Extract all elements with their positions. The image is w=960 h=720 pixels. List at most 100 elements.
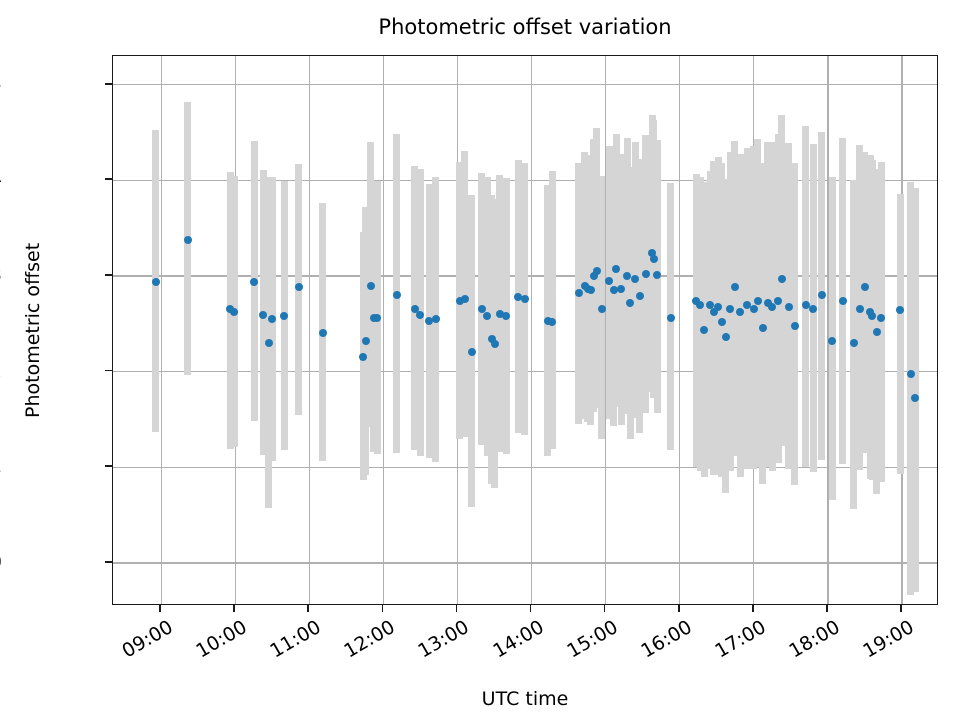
data-point [706,300,715,309]
data-point [264,338,273,347]
data-point [696,300,705,309]
gridline-horizontal [113,466,937,468]
error-bar [731,141,739,456]
data-point [460,294,469,303]
data-point [250,277,259,286]
data-point [455,296,464,305]
data-point [838,296,847,305]
error-bar [759,163,767,484]
chart-title: Photometric offset variation [378,15,672,39]
data-point [502,312,511,321]
x-tick-mark [233,605,236,612]
data-point [416,311,425,320]
x-tick-mark [455,605,458,612]
x-tick-label: 19:00 [859,616,918,663]
data-point [361,337,370,346]
data-point [730,283,739,292]
error-bar [714,157,722,475]
data-point [605,276,614,285]
y-tick-label: 10.4 [0,168,2,190]
data-point [649,254,658,263]
x-tick-mark [159,605,161,612]
y-tick-label: 10.1 [0,455,2,477]
x-tick-mark [751,605,754,612]
data-point [483,312,492,321]
data-point [631,274,640,283]
x-tick-mark [529,605,532,612]
gridline-horizontal [113,562,937,564]
error-bar [861,151,869,453]
y-tick-mark [105,561,112,563]
data-point [392,291,401,300]
data-point [877,314,886,323]
data-point [592,267,601,276]
x-tick-mark [900,605,902,612]
data-point [425,316,434,325]
data-point [597,304,606,313]
data-point [280,312,289,321]
data-point [574,289,583,298]
x-tick-label: 16:00 [637,616,696,663]
data-point [911,394,920,403]
data-point [777,274,786,283]
y-tick-mark [105,369,112,372]
data-point [801,300,810,309]
data-point [268,315,277,324]
y-tick-label: 10.3 [0,264,2,286]
y-tick-mark [105,274,112,276]
y-tick-label: 10.5 [0,73,2,95]
data-point [709,308,718,317]
data-point [743,300,752,309]
data-point [790,321,799,330]
data-point [477,304,486,313]
data-point [817,291,826,300]
x-tick-label: 18:00 [785,616,844,663]
data-point [784,302,793,311]
gridline-vertical [827,56,829,604]
x-tick-mark [307,605,310,612]
gridline-horizontal [113,84,937,86]
data-point [648,249,657,258]
y-tick-mark [105,178,112,181]
x-tick-label: 11:00 [266,616,326,663]
data-point [721,333,730,342]
data-point [717,317,726,326]
data-point [714,302,723,311]
data-point [373,314,382,323]
y-tick-label: 10.2 [0,360,2,382]
data-point [749,304,758,313]
x-tick-label: 14:00 [488,616,548,663]
error-bar [692,173,700,468]
data-point [359,353,368,362]
data-point [226,304,235,313]
data-point [589,272,598,280]
x-tick-label: 17:00 [711,616,770,663]
data-point [490,339,499,348]
data-point [736,308,745,317]
data-point [431,315,440,324]
data-point [774,296,783,305]
error-bar [706,170,714,470]
gridline-vertical [530,56,533,604]
error-bar [548,170,556,450]
gridline-vertical [308,56,310,604]
error-bar [696,177,704,472]
data-point [641,270,650,279]
error-bar [907,182,915,595]
x-tick-mark [603,605,606,612]
data-point [548,317,557,326]
data-point [318,329,327,338]
x-tick-mark [677,605,680,612]
data-point [366,281,375,290]
data-point [612,265,620,274]
plot-area [112,55,938,605]
data-point [635,292,644,301]
gridline-vertical [604,56,607,604]
y-axis-label: Photometric offset [22,242,44,418]
data-point [623,272,632,280]
y-tick-label: 10.0 [0,551,2,573]
data-point [692,296,700,305]
data-point [753,296,762,305]
data-point [855,304,864,313]
x-tick-label: 09:00 [118,616,177,663]
